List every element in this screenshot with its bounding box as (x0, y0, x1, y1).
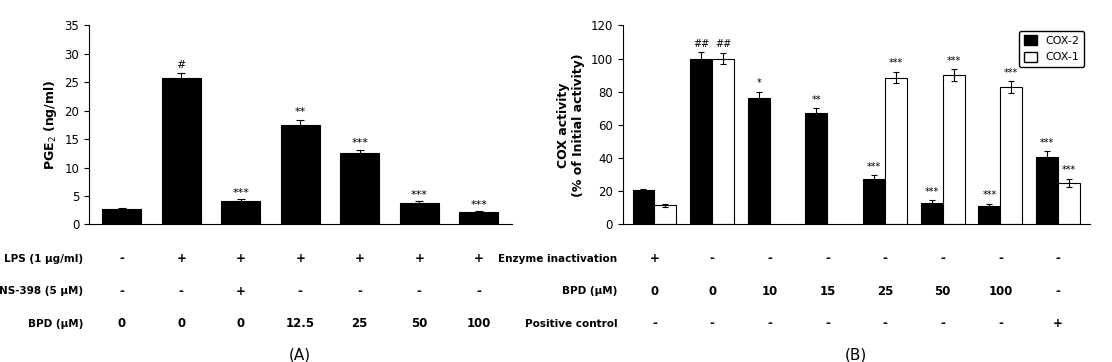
Text: 25: 25 (877, 285, 893, 298)
Text: BPD (μM): BPD (μM) (28, 319, 83, 329)
Text: -: - (119, 285, 125, 298)
Text: ***: *** (410, 190, 428, 200)
Text: -: - (997, 252, 1003, 265)
Bar (921, 203, 943, 224)
Text: ***: *** (1062, 165, 1076, 176)
Text: -: - (997, 317, 1003, 331)
Text: ##: ## (693, 39, 709, 49)
Text: **: ** (812, 95, 821, 105)
Bar (1036, 157, 1058, 224)
Text: 100: 100 (989, 285, 1013, 298)
Text: **: ** (295, 108, 306, 118)
Legend: COX-2, COX-1: COX-2, COX-1 (1019, 31, 1084, 67)
Text: ***: *** (232, 188, 249, 198)
Text: NS-398 (5 μM): NS-398 (5 μM) (0, 286, 83, 296)
Text: ***: *** (982, 190, 996, 201)
Bar (805, 113, 827, 224)
Text: +: + (1053, 317, 1063, 331)
Text: ***: *** (351, 138, 368, 148)
Text: 0: 0 (651, 285, 658, 298)
Text: +: + (649, 252, 659, 265)
Text: +: + (236, 252, 246, 265)
Bar (459, 212, 498, 224)
Y-axis label: COX activity
(% of Initial activity): COX activity (% of Initial activity) (557, 53, 585, 197)
Text: 0: 0 (177, 317, 186, 331)
Text: ***: *** (1004, 68, 1019, 77)
Text: -: - (825, 252, 830, 265)
Bar (633, 190, 655, 224)
Text: 50: 50 (934, 285, 951, 298)
Text: 0: 0 (237, 317, 245, 331)
Text: -: - (119, 252, 125, 265)
Text: *: * (756, 79, 762, 88)
Text: -: - (1055, 252, 1061, 265)
Text: -: - (1055, 285, 1061, 298)
Bar (863, 179, 885, 224)
Text: -: - (941, 317, 945, 331)
Text: #: # (177, 60, 186, 70)
Bar (102, 209, 141, 224)
Text: -: - (825, 317, 830, 331)
Text: ***: *** (888, 59, 903, 68)
Bar (979, 206, 1001, 224)
Text: 0: 0 (708, 285, 716, 298)
Y-axis label: PGE$_2$ (ng/ml): PGE$_2$ (ng/ml) (42, 80, 59, 170)
Text: +: + (415, 252, 424, 265)
Text: -: - (767, 252, 772, 265)
Bar (400, 203, 438, 224)
Text: ***: *** (925, 187, 939, 197)
Text: +: + (296, 252, 305, 265)
Bar (748, 97, 770, 224)
Bar (162, 78, 200, 224)
Text: 15: 15 (820, 285, 835, 298)
Bar (885, 77, 907, 224)
Text: +: + (236, 285, 246, 298)
Text: 25: 25 (351, 317, 368, 331)
Text: -: - (357, 285, 363, 298)
Text: -: - (417, 285, 421, 298)
Text: +: + (355, 252, 365, 265)
Text: 0: 0 (118, 317, 126, 331)
Bar (1001, 87, 1022, 224)
Text: ***: *** (946, 56, 961, 66)
Text: -: - (709, 317, 715, 331)
Text: -: - (883, 317, 887, 331)
Bar (281, 125, 319, 224)
Bar (340, 153, 379, 224)
Text: 50: 50 (411, 317, 427, 331)
Text: (B): (B) (845, 347, 867, 362)
Text: Enzyme inactivation: Enzyme inactivation (498, 254, 617, 264)
Text: 12.5: 12.5 (286, 317, 315, 331)
Text: Positive control: Positive control (525, 319, 617, 329)
Text: 100: 100 (467, 317, 492, 331)
Text: +: + (474, 252, 484, 265)
Text: -: - (941, 252, 945, 265)
Text: ***: *** (470, 200, 487, 210)
Text: ##: ## (715, 39, 732, 49)
Text: -: - (298, 285, 302, 298)
Text: -: - (709, 252, 715, 265)
Bar (1058, 183, 1080, 224)
Text: -: - (767, 317, 772, 331)
Text: -: - (476, 285, 481, 298)
Text: LPS (1 μg/ml): LPS (1 μg/ml) (4, 254, 83, 264)
Text: -: - (179, 285, 183, 298)
Text: -: - (652, 317, 657, 331)
Text: (A): (A) (289, 347, 311, 362)
Bar (221, 201, 260, 224)
Text: ***: *** (867, 162, 881, 172)
Bar (943, 75, 964, 224)
Bar (655, 205, 676, 224)
Bar (691, 59, 712, 224)
Text: BPD (μM): BPD (μM) (562, 286, 617, 296)
Text: ***: *** (1040, 138, 1054, 148)
Text: 10: 10 (762, 285, 778, 298)
Text: +: + (177, 252, 186, 265)
Text: -: - (883, 252, 887, 265)
Bar (712, 59, 734, 224)
